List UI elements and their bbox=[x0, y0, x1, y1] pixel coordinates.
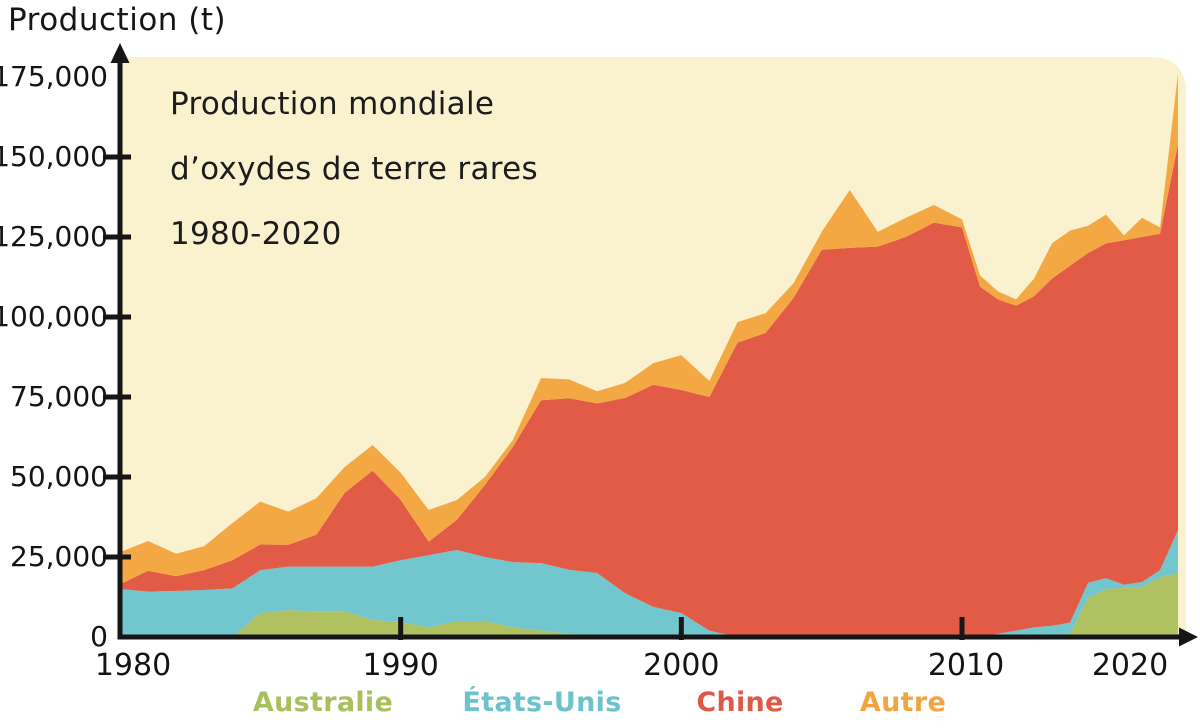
x-tick-label: 1980 bbox=[94, 648, 172, 683]
legend-item-autre: Autre bbox=[859, 687, 947, 718]
area-états-unis bbox=[120, 530, 1178, 637]
area-australie bbox=[120, 573, 1178, 637]
x-tick-label: 2000 bbox=[643, 648, 720, 683]
legend-item-australie: Australie bbox=[252, 687, 394, 718]
y-tick-label: 175,000 bbox=[0, 60, 108, 93]
y-tick-label: 125,000 bbox=[0, 220, 108, 253]
y-tick-label: 0 bbox=[90, 620, 108, 653]
chart-title: Production mondiale d’oxydes de terre ra… bbox=[170, 72, 538, 267]
y-tick-label: 100,000 bbox=[0, 300, 108, 333]
y-tick-label: 50,000 bbox=[10, 460, 108, 493]
y-axis-title: Production (t) bbox=[8, 2, 227, 38]
y-tick-label: 150,000 bbox=[0, 140, 108, 173]
x-tick-label: 2010 bbox=[927, 648, 1005, 683]
x-axis-arrow-icon bbox=[1179, 627, 1198, 647]
y-tick-label: 25,000 bbox=[10, 540, 108, 573]
chart-title-line-1: Production mondiale bbox=[170, 86, 495, 122]
chart-title-line-2: d’oxydes de terre rares bbox=[170, 151, 538, 187]
legend-item--tats-unis: États-Unis bbox=[462, 687, 622, 718]
legend-item-chine: Chine bbox=[696, 687, 784, 718]
area-autre bbox=[120, 73, 1178, 585]
chart-title-line-3: 1980-2020 bbox=[170, 216, 342, 252]
x-tick-label: 1990 bbox=[362, 648, 439, 683]
legend: Australie États-Unis Chine Autre bbox=[0, 687, 1200, 723]
area-chine bbox=[120, 144, 1178, 637]
y-tick-label: 75,000 bbox=[10, 380, 108, 413]
y-axis-arrow-icon bbox=[110, 43, 130, 63]
x-tick-label: 2020 bbox=[1091, 648, 1169, 683]
